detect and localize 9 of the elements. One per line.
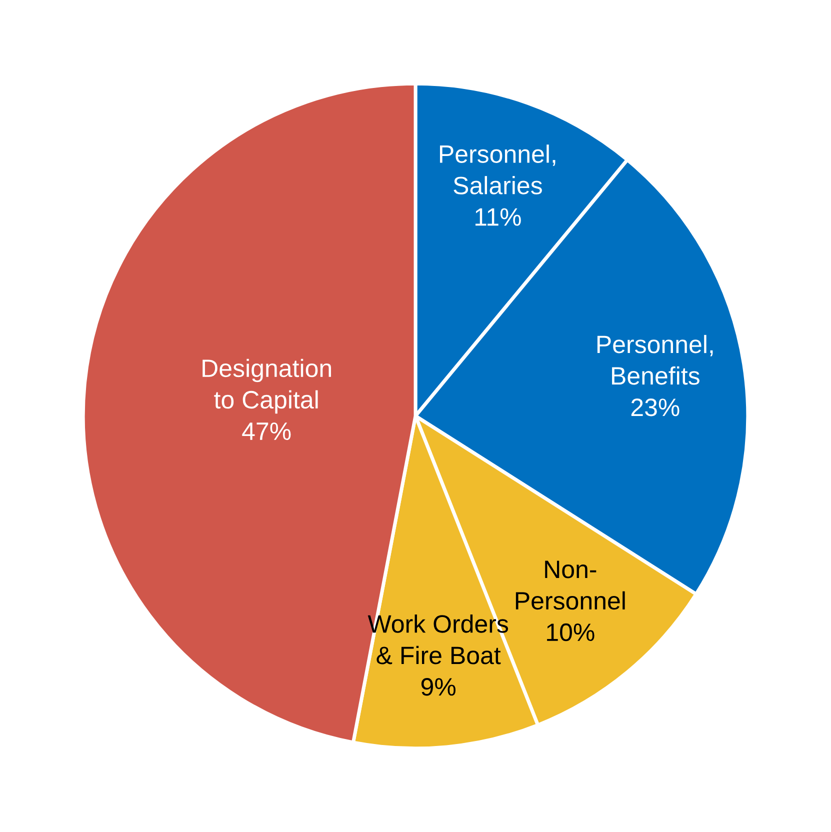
data-label: 11%	[476, 208, 521, 226]
slice-label: Non- Personnel	[516, 560, 625, 610]
data-label: 23%	[631, 398, 680, 416]
data-label: 47%	[242, 422, 291, 440]
data-label: 9%	[421, 678, 456, 696]
slice-label: Designation to Capital	[202, 358, 331, 414]
data-label: 10%	[547, 623, 594, 642]
slice-label: Personnel, Benefits	[597, 334, 713, 385]
slice-label: Personnel, Salaries	[440, 144, 556, 194]
